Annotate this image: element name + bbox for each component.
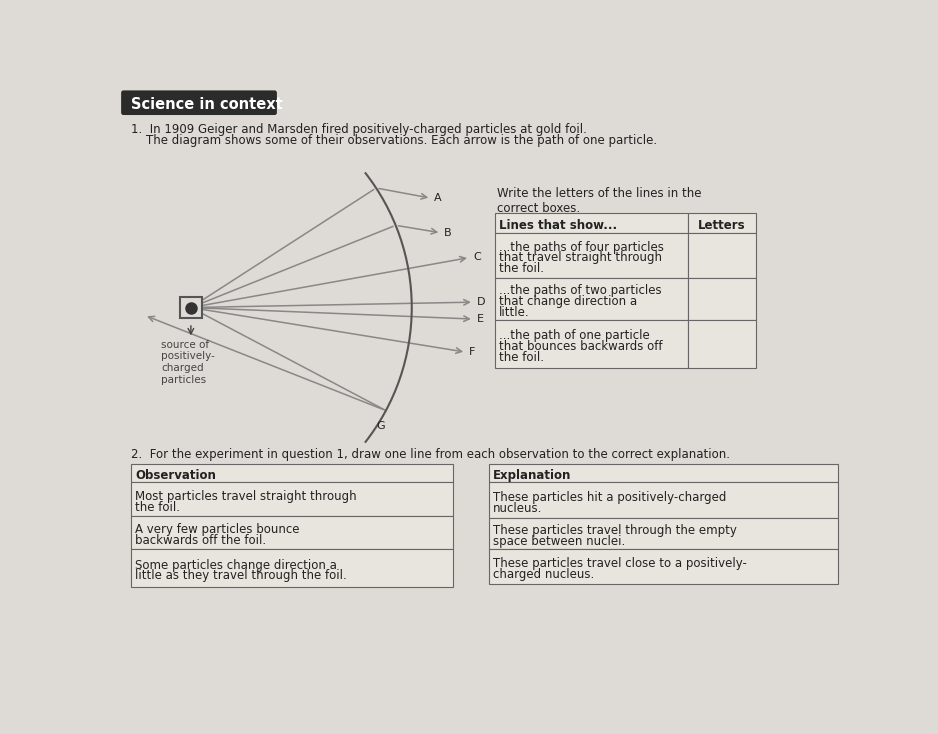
- Text: 1.  In 1909 Geiger and Marsden fired positively-charged particles at gold foil.: 1. In 1909 Geiger and Marsden fired posi…: [131, 123, 587, 137]
- Text: the foil.: the foil.: [135, 501, 180, 514]
- Bar: [495, 320, 688, 368]
- Text: F: F: [469, 347, 476, 357]
- Text: The diagram shows some of their observations. Each arrow is the path of one part: The diagram shows some of their observat…: [131, 134, 658, 148]
- Text: Lines that show...: Lines that show...: [499, 219, 617, 232]
- Bar: [131, 516, 453, 548]
- Bar: [688, 213, 756, 233]
- Text: ...the path of one particle: ...the path of one particle: [499, 329, 650, 342]
- Bar: [490, 482, 838, 517]
- Text: ...the paths of four particles: ...the paths of four particles: [499, 241, 664, 253]
- Bar: [495, 213, 688, 233]
- Bar: [131, 482, 453, 516]
- Bar: [490, 548, 838, 584]
- Bar: [131, 464, 453, 482]
- Text: A very few particles bounce: A very few particles bounce: [135, 523, 299, 536]
- Text: Some particles change direction a: Some particles change direction a: [135, 559, 337, 572]
- Text: These particles travel close to a positively-: These particles travel close to a positi…: [493, 557, 747, 570]
- Text: that change direction a: that change direction a: [499, 295, 638, 308]
- Bar: [495, 277, 688, 320]
- Text: Explanation: Explanation: [493, 469, 571, 482]
- Bar: [688, 233, 756, 277]
- Text: D: D: [477, 297, 485, 307]
- Text: space between nuclei.: space between nuclei.: [493, 534, 626, 548]
- Bar: [490, 464, 838, 482]
- Text: 2.  For the experiment in question 1, draw one line from each observation to the: 2. For the experiment in question 1, dra…: [131, 448, 730, 462]
- Text: nucleus.: nucleus.: [493, 501, 542, 515]
- Text: A: A: [434, 193, 442, 203]
- Text: These particles hit a positively-charged: These particles hit a positively-charged: [493, 491, 727, 504]
- Text: G: G: [376, 421, 386, 432]
- Text: Write the letters of the lines in the
correct boxes.: Write the letters of the lines in the co…: [497, 186, 702, 214]
- FancyBboxPatch shape: [121, 90, 277, 115]
- Bar: [688, 320, 756, 368]
- Text: little.: little.: [499, 305, 530, 319]
- Text: Letters: Letters: [698, 219, 746, 232]
- Bar: [180, 297, 202, 319]
- Bar: [495, 233, 688, 277]
- Bar: [688, 277, 756, 320]
- Text: that travel straight through: that travel straight through: [499, 251, 662, 264]
- Text: that bounces backwards off: that bounces backwards off: [499, 340, 663, 353]
- Text: the foil.: the foil.: [499, 262, 544, 275]
- Text: These particles travel through the empty: These particles travel through the empty: [493, 524, 737, 537]
- Text: Science in context: Science in context: [131, 97, 283, 112]
- Text: charged nucleus.: charged nucleus.: [493, 568, 595, 581]
- Text: Observation: Observation: [135, 469, 216, 482]
- Text: B: B: [445, 228, 452, 238]
- Text: little as they travel through the foil.: little as they travel through the foil.: [135, 570, 347, 582]
- Text: source of
positively-
charged
particles: source of positively- charged particles: [161, 340, 216, 385]
- Text: E: E: [477, 314, 484, 324]
- Text: the foil.: the foil.: [499, 351, 544, 363]
- Text: backwards off the foil.: backwards off the foil.: [135, 534, 266, 547]
- Text: Most particles travel straight through: Most particles travel straight through: [135, 490, 356, 503]
- Text: C: C: [473, 252, 480, 263]
- Text: ...the paths of two particles: ...the paths of two particles: [499, 284, 662, 297]
- Bar: [490, 517, 838, 548]
- Bar: [131, 548, 453, 587]
